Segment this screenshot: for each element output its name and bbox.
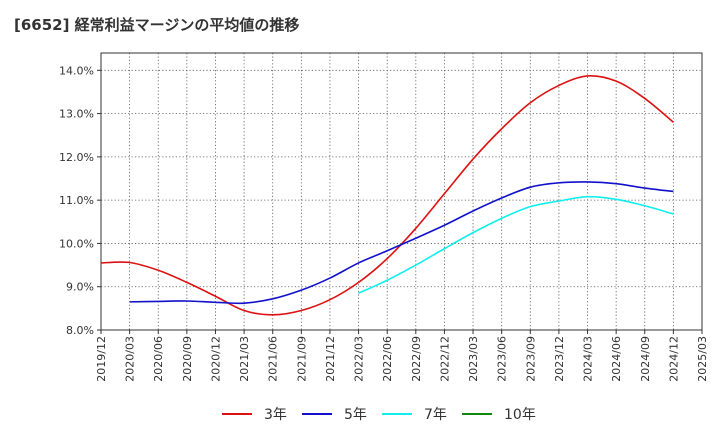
x-tick-label: 2020/09: [181, 336, 194, 382]
x-tick-label: 2021/09: [295, 336, 308, 382]
series-layer: [100, 75, 674, 316]
x-tick-label: 2020/06: [152, 336, 165, 382]
x-tick-label: 2023/06: [496, 336, 509, 382]
x-tick-label: 2022/03: [353, 336, 366, 382]
y-tick-label: 9.0%: [66, 281, 94, 294]
y-tick-label: 10.0%: [59, 237, 94, 250]
series-line-1: [129, 181, 674, 305]
y-tick-label: 8.0%: [66, 324, 94, 337]
x-tick-label: 2020/03: [124, 336, 137, 382]
x-tick-label: 2022/12: [438, 336, 451, 382]
x-tick-label: 2023/09: [524, 336, 537, 382]
legend-label-3: 10年: [504, 407, 536, 423]
x-axis: 2019/12 2020/03 2020/06 2020/09 2020/12 2021/…: [95, 330, 709, 382]
legend-label-0: 3年: [264, 407, 287, 423]
grid-layer: [101, 53, 702, 330]
y-axis: 8.0% 9.0% 10.0% 11.0% 12.0% 13.0% 14.0%: [59, 64, 101, 337]
x-tick-label: 2020/12: [209, 336, 222, 382]
plot-frame: [100, 52, 703, 331]
series-line-0: [100, 75, 674, 316]
x-tick-label: 2024/03: [582, 336, 595, 382]
x-tick-label: 2024/12: [667, 336, 680, 382]
x-tick-label: 2024/09: [639, 336, 652, 382]
series-line-2: [358, 195, 674, 294]
x-tick-label: 2021/06: [267, 336, 280, 382]
x-tick-label: 2024/06: [610, 336, 623, 382]
legend-label-2: 7年: [424, 407, 447, 423]
y-tick-label: 12.0%: [59, 151, 94, 164]
x-tick-label: 2021/12: [324, 336, 337, 382]
y-tick-label: 14.0%: [59, 64, 94, 77]
x-tick-label: 2023/03: [467, 336, 480, 382]
legend: 3年 5年 7年 10年: [222, 407, 536, 423]
x-tick-label: 2019/12: [95, 336, 108, 382]
x-tick-label: 2021/03: [238, 336, 251, 382]
chart-title: [6652] 経常利益マージンの平均値の推移: [14, 16, 300, 34]
x-tick-label: 2023/12: [553, 336, 566, 382]
x-tick-label: 2022/06: [381, 336, 394, 382]
legend-label-1: 5年: [344, 407, 367, 423]
x-tick-label: 2025/03: [696, 336, 709, 382]
y-tick-label: 13.0%: [59, 108, 94, 121]
x-tick-label: 2022/09: [410, 336, 423, 382]
y-tick-label: 11.0%: [59, 194, 94, 207]
